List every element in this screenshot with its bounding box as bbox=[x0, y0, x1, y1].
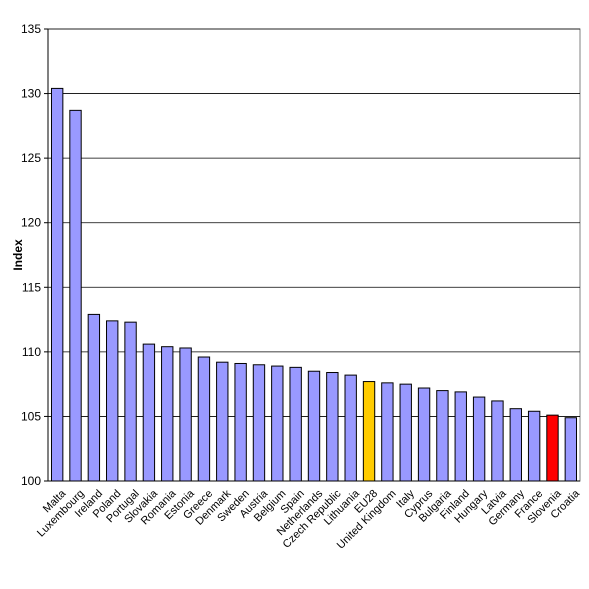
y-tick-label: 120 bbox=[21, 216, 41, 230]
bar-sweden bbox=[234, 362, 247, 482]
y-axis-ticks: 100 105 110 115 120 125 130 135 bbox=[21, 22, 48, 488]
bar-finland bbox=[454, 391, 467, 482]
bar-cyprus bbox=[417, 387, 431, 482]
bar-bulgaria bbox=[436, 390, 449, 482]
bar-spain bbox=[289, 366, 302, 482]
bars bbox=[50, 87, 578, 482]
bar-greece bbox=[197, 356, 211, 482]
bar-france bbox=[527, 410, 541, 482]
bar-italy bbox=[399, 383, 412, 482]
y-tick-label: 110 bbox=[22, 345, 41, 359]
bar-croatia bbox=[564, 417, 578, 482]
bar-czech-republic bbox=[326, 372, 339, 482]
bar-denmark bbox=[216, 361, 229, 482]
bar-poland bbox=[106, 320, 119, 482]
y-tick-label: 130 bbox=[21, 87, 41, 101]
bar-slovakia bbox=[142, 343, 156, 482]
bar-estonia bbox=[179, 347, 192, 482]
bar-latvia bbox=[491, 400, 504, 482]
bar-malta bbox=[50, 87, 64, 482]
bar-netherlands bbox=[307, 370, 321, 482]
bar-luxembourg bbox=[69, 109, 82, 482]
bar-eu28 bbox=[362, 381, 376, 482]
bar-belgium bbox=[271, 365, 284, 482]
y-tick-label: 115 bbox=[22, 280, 41, 294]
bar-romania bbox=[161, 346, 174, 482]
y-tick-label: 105 bbox=[21, 409, 41, 423]
y-axis-label: Index bbox=[11, 239, 25, 271]
y-tick-label: 135 bbox=[21, 22, 41, 36]
bar-germany bbox=[509, 408, 522, 482]
bar-portugal bbox=[124, 321, 137, 482]
x-axis-labels: MaltaLuxembourgIrelandPolandPortugalSlov… bbox=[35, 487, 583, 551]
y-tick-label: 100 bbox=[21, 474, 41, 488]
bar-slovenia bbox=[546, 414, 559, 482]
bar-hungary bbox=[472, 396, 486, 482]
bar-ireland bbox=[87, 313, 101, 482]
bar-united-kingdom bbox=[381, 382, 394, 482]
bar-lithuania bbox=[344, 374, 357, 482]
bar-austria bbox=[252, 364, 266, 482]
y-tick-label: 125 bbox=[21, 151, 41, 165]
